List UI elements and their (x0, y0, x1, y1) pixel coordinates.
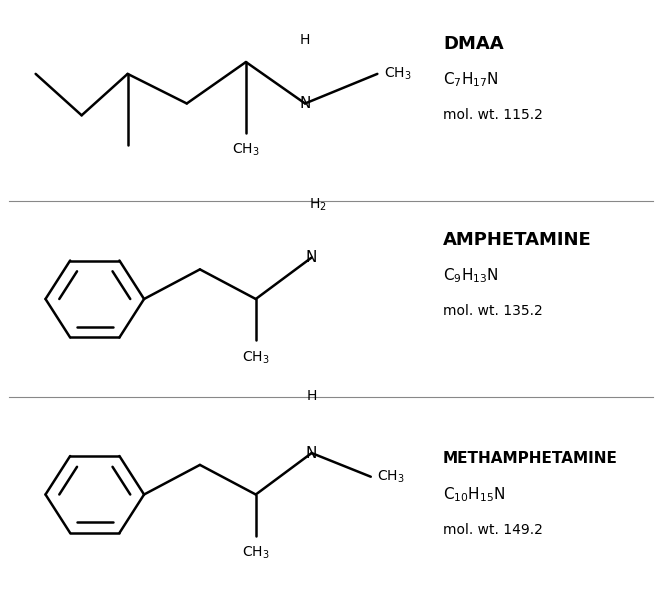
Text: N: N (306, 250, 317, 265)
Text: CH$_3$: CH$_3$ (232, 142, 259, 158)
Text: METHAMPHETAMINE: METHAMPHETAMINE (443, 451, 618, 466)
Text: N: N (306, 446, 317, 460)
Text: C$_{10}$H$_{15}$N: C$_{10}$H$_{15}$N (443, 485, 506, 504)
Text: mol. wt. 149.2: mol. wt. 149.2 (443, 523, 543, 537)
Text: N: N (299, 96, 311, 111)
Text: AMPHETAMINE: AMPHETAMINE (443, 231, 592, 249)
Text: CH$_3$: CH$_3$ (378, 469, 405, 485)
Text: CH$_3$: CH$_3$ (384, 66, 412, 82)
Text: H: H (306, 389, 317, 402)
Text: C$_9$H$_{13}$N: C$_9$H$_{13}$N (443, 266, 499, 285)
Text: C$_7$H$_{17}$N: C$_7$H$_{17}$N (443, 71, 499, 89)
Text: mol. wt. 135.2: mol. wt. 135.2 (443, 304, 543, 318)
Text: CH$_3$: CH$_3$ (242, 545, 269, 562)
Text: H$_2$: H$_2$ (309, 197, 327, 213)
Text: CH$_3$: CH$_3$ (242, 349, 269, 366)
Text: DMAA: DMAA (443, 35, 504, 53)
Text: H: H (300, 33, 310, 47)
Text: mol. wt. 115.2: mol. wt. 115.2 (443, 108, 543, 123)
